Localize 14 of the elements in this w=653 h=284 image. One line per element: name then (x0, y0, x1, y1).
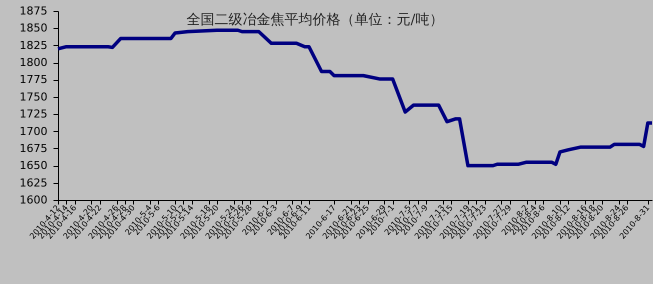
y-tick-label: 1825 (20, 38, 48, 52)
y-tick-label: 1775 (20, 73, 48, 86)
y-tick-label: 1675 (20, 142, 48, 155)
y-tick-label: 1725 (20, 108, 48, 121)
y-tick-label: 1625 (20, 176, 48, 190)
y-tick-label: 1875 (20, 4, 48, 18)
chart-title: 全国二级冶金焦平均价格（单位：元/吨） (186, 12, 444, 28)
y-tick-label: 1650 (20, 159, 48, 172)
line-series (56, 28, 653, 168)
y-tick-label: 1850 (20, 22, 48, 35)
y-tick-label: 1750 (20, 90, 48, 104)
y-tick-label: 1600 (20, 194, 48, 206)
y-tick-label: 1800 (20, 56, 48, 70)
y-tick-label: 1700 (20, 124, 48, 138)
